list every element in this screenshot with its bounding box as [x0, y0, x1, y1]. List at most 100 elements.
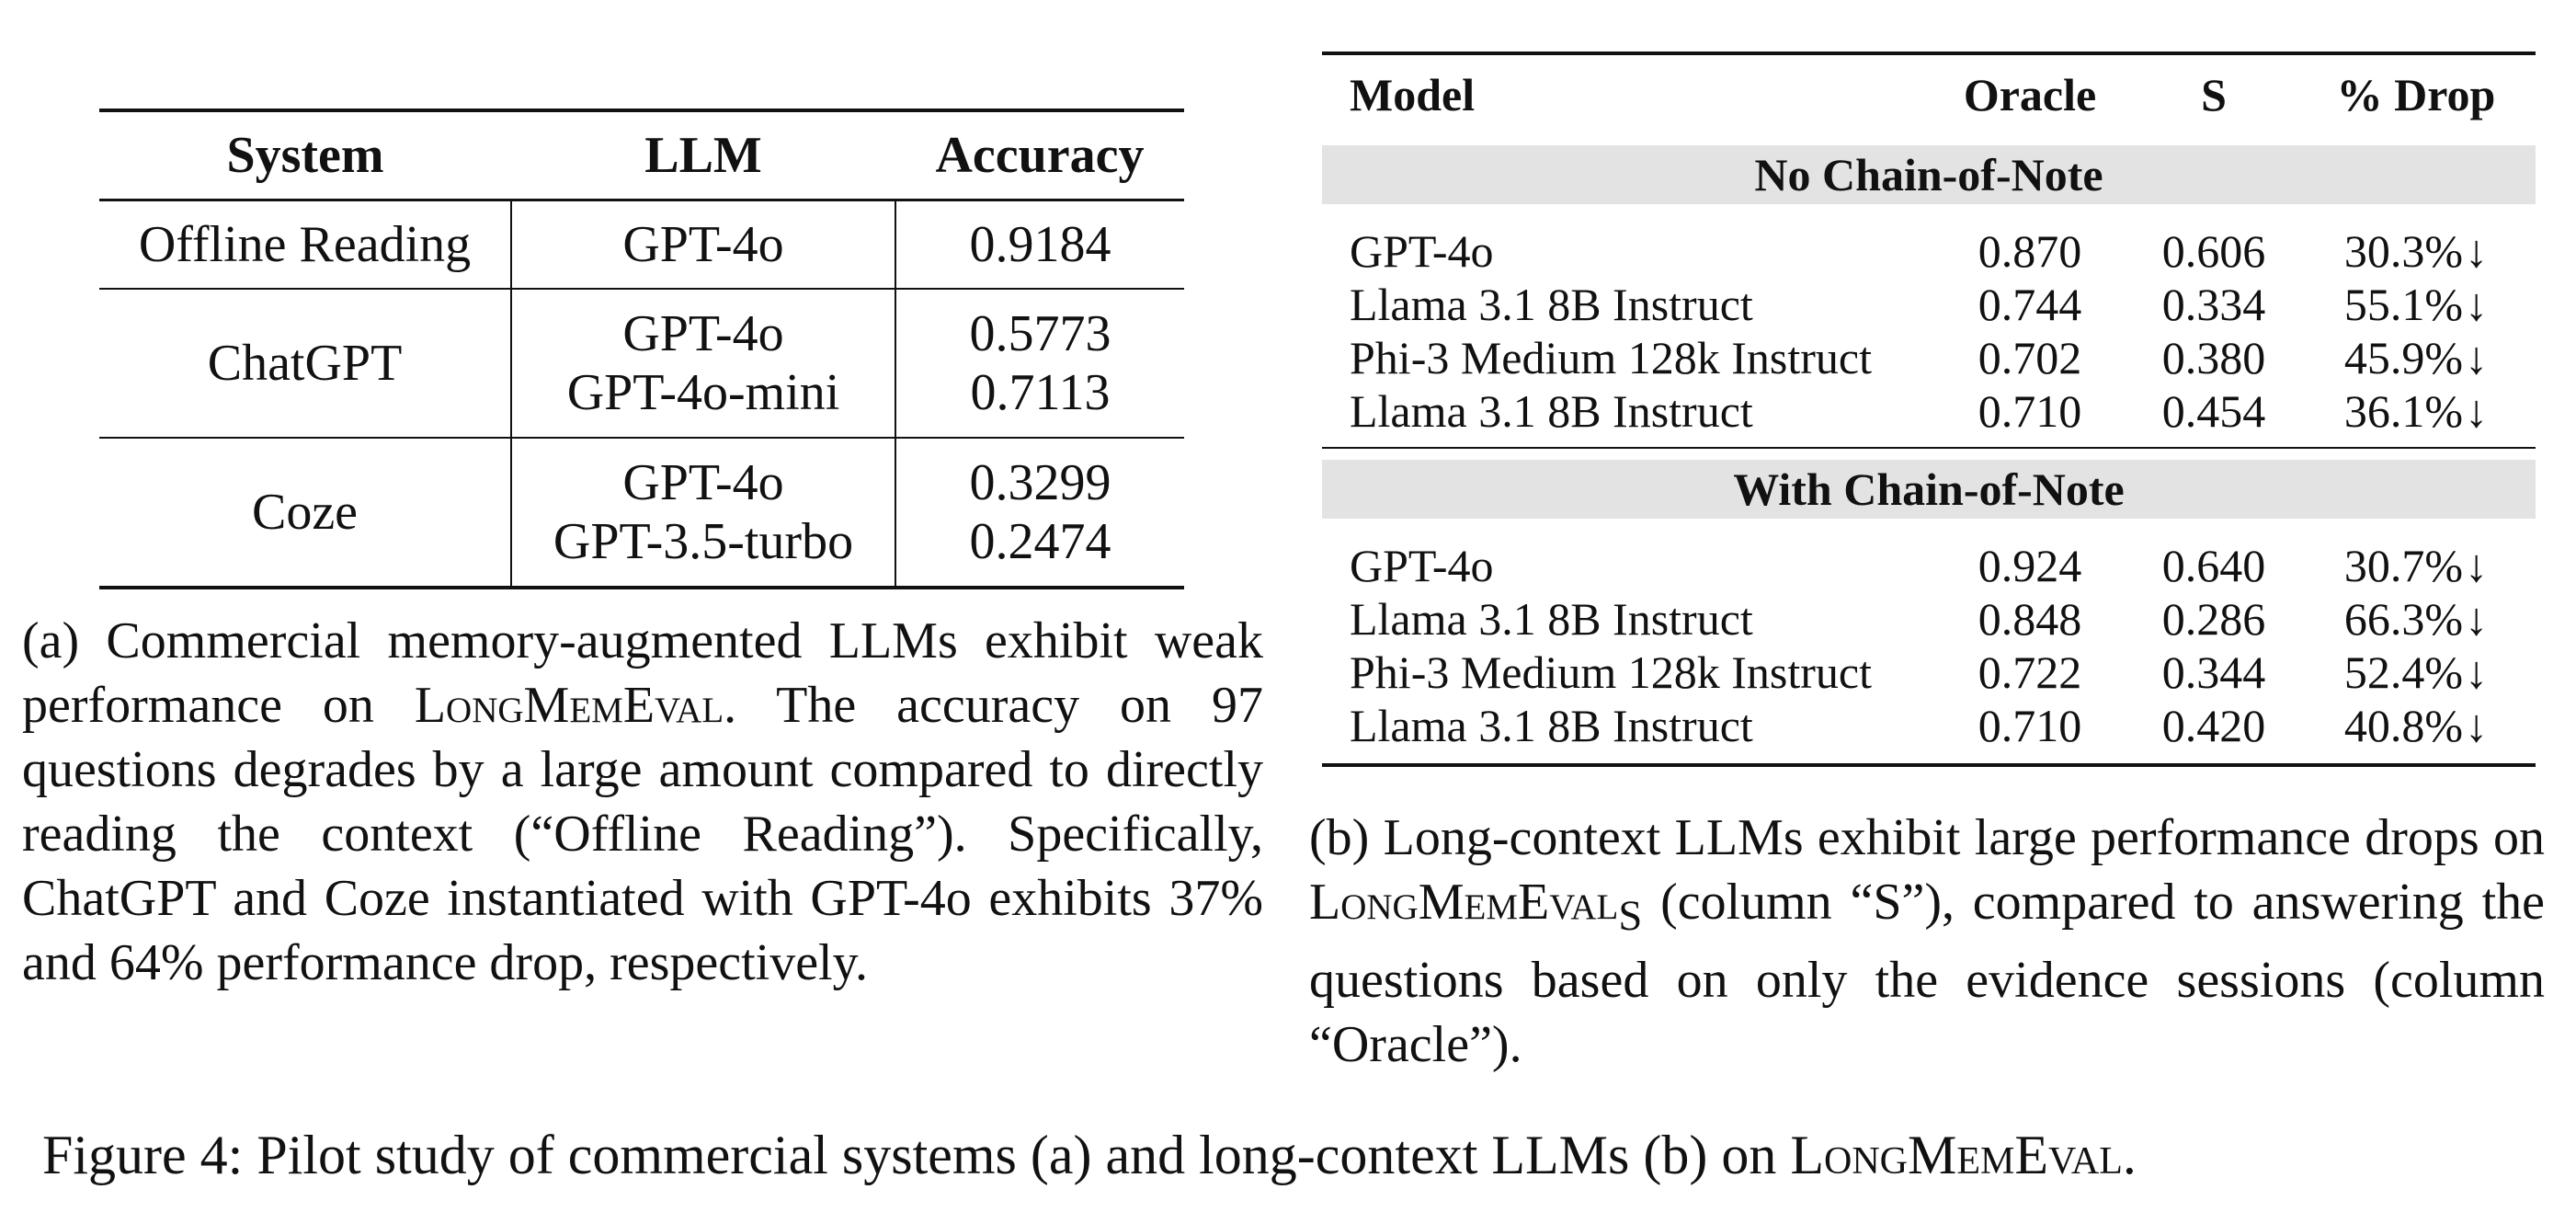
section-header-row: No Chain-of-Note — [1322, 134, 2536, 215]
llm-cell: GPT-4o — [511, 200, 896, 289]
model-cell: GPT-4o — [1350, 225, 1494, 277]
table-row: Phi-3 Medium 128k Instruct 0.702 0.380 4… — [1322, 331, 2536, 384]
accuracy-value: 0.7113 — [970, 364, 1111, 421]
oracle-cell: 0.702 — [1978, 332, 2082, 383]
header-accuracy: Accuracy — [895, 109, 1184, 201]
drop-value: 45.9% — [2343, 332, 2464, 383]
accuracy-cell: 0.5773 0.7113 — [895, 288, 1184, 438]
caption-b-subscript: S — [1618, 892, 1643, 941]
caption-b-suffix: (column “S”), compared to answering the … — [1309, 874, 2545, 1074]
drop-value: 36.1% — [2343, 385, 2464, 437]
header-oracle: Oracle — [1929, 51, 2131, 142]
table-row: Phi-3 Medium 128k Instruct 0.722 0.344 5… — [1322, 646, 2536, 699]
table-row: GPT-4o 0.870 0.606 30.3%↓ — [1322, 224, 2536, 278]
oracle-cell: 0.710 — [1929, 699, 2131, 767]
llm-cell: GPT-4o GPT-3.5-turbo — [511, 437, 896, 589]
drop-value: 55.1% — [2343, 279, 2464, 330]
accuracy-value: 0.3299 — [969, 454, 1111, 511]
header-llm: LLM — [511, 109, 895, 201]
model-cell: Llama 3.1 8B Instruct — [1350, 279, 1753, 330]
table-row: GPT-4o 0.924 0.640 30.7%↓ — [1322, 539, 2536, 592]
header-system: System — [99, 109, 511, 201]
system-cell: Coze — [99, 437, 512, 589]
drop-cell: 40.8%↓ — [2297, 699, 2536, 767]
drop-cell: 45.9%↓ — [2297, 331, 2536, 384]
header-model: Model — [1322, 51, 1929, 142]
s-cell: 0.454 — [2161, 385, 2266, 437]
oracle-cell: 0.710 — [1978, 385, 2082, 437]
table-b: Model Oracle S % Drop No Chain-of-Note G… — [1322, 51, 2536, 767]
s-cell: 0.640 — [2161, 540, 2266, 591]
llm-value: GPT-4o-mini — [566, 364, 840, 421]
oracle-cell: 0.870 — [1978, 225, 2082, 277]
table-row: Llama 3.1 8B Instruct 0.710 0.454 36.1%↓ — [1322, 384, 2536, 438]
caption-b: (b) Long-context LLMs exhibit large perf… — [1309, 806, 2545, 1077]
model-cell: Llama 3.1 8B Instruct — [1350, 385, 1753, 437]
table-a: System LLM Accuracy Offline Reading GPT-… — [99, 109, 1184, 589]
accuracy-cell: 0.9184 — [969, 216, 1111, 273]
accuracy-value: 0.2474 — [969, 513, 1111, 570]
oracle-cell: 0.744 — [1978, 279, 2082, 330]
s-cell: 0.606 — [2161, 225, 2266, 277]
down-arrow-icon: ↓ — [2465, 540, 2489, 591]
figure-caption-suffix: . — [2122, 1125, 2137, 1185]
caption-a-suffix: . The accuracy on 97 questions degrades … — [22, 677, 1263, 991]
system-cell: ChatGPT — [99, 288, 512, 438]
accuracy-value: 0.5773 — [969, 305, 1111, 362]
model-cell: Llama 3.1 8B Instruct — [1322, 699, 1929, 767]
down-arrow-icon: ↓ — [2465, 593, 2489, 645]
figure-caption-prefix: Figure 4: Pilot study of commercial syst… — [42, 1125, 1791, 1185]
model-cell: Phi-3 Medium 128k Instruct — [1350, 332, 1873, 383]
down-arrow-icon: ↓ — [2465, 385, 2489, 437]
drop-cell: 36.1%↓ — [2297, 384, 2536, 438]
oracle-cell: 0.924 — [1978, 540, 2082, 591]
down-arrow-icon: ↓ — [2465, 279, 2489, 330]
table-row: Offline Reading GPT-4o 0.9184 — [99, 200, 1184, 289]
llm-value: GPT-3.5-turbo — [553, 513, 854, 570]
model-cell: GPT-4o — [1350, 540, 1494, 591]
llm-value: GPT-4o — [622, 454, 784, 511]
drop-value: 66.3% — [2343, 593, 2464, 645]
model-cell: Llama 3.1 8B Instruct — [1350, 593, 1753, 645]
oracle-cell: 0.848 — [1978, 593, 2082, 645]
caption-b-benchmark-name: LongMemEval — [1309, 874, 1619, 931]
header-s: S — [2131, 51, 2297, 142]
llm-value: GPT-4o — [622, 305, 784, 362]
llm-cell: GPT-4o GPT-4o-mini — [511, 288, 896, 438]
table-long-context-llms: Model Oracle S % Drop No Chain-of-Note G… — [1322, 51, 2536, 767]
table-row: Llama 3.1 8B Instruct 0.848 0.286 66.3%↓ — [1322, 592, 2536, 646]
figure-caption-benchmark-name: LongMemEval — [1790, 1125, 2123, 1185]
down-arrow-icon: ↓ — [2465, 646, 2489, 698]
s-cell: 0.286 — [2161, 593, 2266, 645]
table-commercial-systems: System LLM Accuracy Offline Reading GPT-… — [99, 109, 1184, 589]
section-title: No Chain-of-Note — [1322, 134, 2536, 215]
drop-value: 30.3% — [2343, 225, 2464, 277]
drop-value: 40.8% — [2343, 700, 2464, 751]
table-b-body: No Chain-of-Note GPT-4o 0.870 0.606 30.3… — [1322, 134, 2536, 767]
s-cell: 0.344 — [2161, 646, 2266, 698]
table-row: ChatGPT GPT-4o GPT-4o-mini 0.5773 0.7113 — [99, 288, 1184, 438]
header-drop: % Drop — [2297, 51, 2536, 142]
down-arrow-icon: ↓ — [2465, 225, 2489, 277]
model-cell: Phi-3 Medium 128k Instruct — [1350, 646, 1873, 698]
caption-a-benchmark-name: LongMemEval — [414, 677, 724, 734]
table-row: Llama 3.1 8B Instruct 0.744 0.334 55.1%↓ — [1322, 278, 2536, 331]
section-header-row: With Chain-of-Note — [1322, 449, 2536, 530]
s-cell: 0.334 — [2161, 279, 2266, 330]
table-row: Coze GPT-4o GPT-3.5-turbo 0.3299 0.2474 — [99, 437, 1184, 589]
oracle-cell: 0.722 — [1978, 646, 2082, 698]
drop-cell: 30.7%↓ — [2297, 539, 2536, 592]
drop-value: 52.4% — [2343, 646, 2464, 698]
caption-a: (a) Commercial memory-augmented LLMs exh… — [22, 609, 1263, 995]
drop-cell: 30.3%↓ — [2297, 224, 2536, 278]
caption-a-prefix: (a) Commercial memory-augmented LLMs exh… — [22, 612, 1263, 734]
drop-cell: 66.3%↓ — [2297, 592, 2536, 646]
down-arrow-icon: ↓ — [2465, 700, 2489, 751]
table-row: Llama 3.1 8B Instruct 0.710 0.420 40.8%↓ — [1322, 699, 2536, 767]
caption-b-prefix: (b) Long-context LLMs exhibit large perf… — [1309, 809, 2545, 866]
figure-caption: Figure 4: Pilot study of commercial syst… — [42, 1120, 2543, 1190]
section-title: With Chain-of-Note — [1322, 449, 2536, 530]
s-cell: 0.380 — [2161, 332, 2266, 383]
accuracy-cell: 0.3299 0.2474 — [895, 437, 1184, 589]
s-cell: 0.420 — [2131, 699, 2297, 767]
